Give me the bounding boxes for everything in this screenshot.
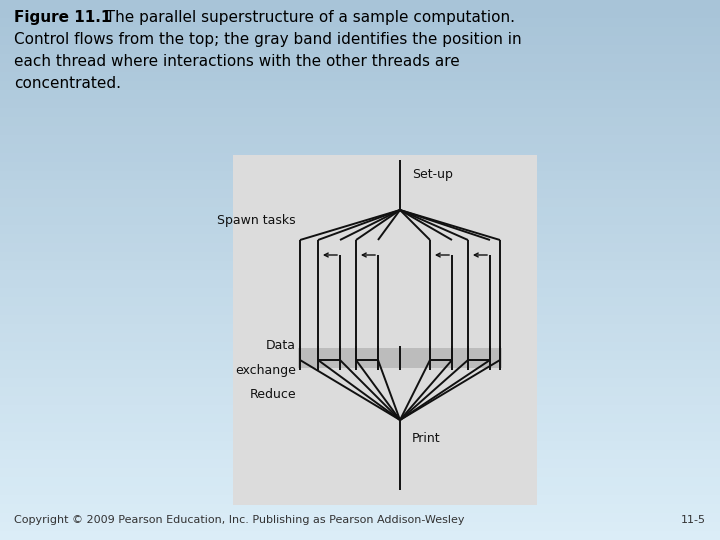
Text: Reduce: Reduce [249,388,296,401]
Bar [0,378,720,387]
Bar [0,432,720,441]
Bar [0,27,720,36]
Bar [0,225,720,234]
Bar [0,522,720,531]
Bar [0,234,720,243]
Bar [0,315,720,324]
Text: Data: Data [266,339,296,352]
Bar [0,468,720,477]
Bar [0,360,720,369]
Bar [0,81,720,90]
Bar [0,216,720,225]
Bar [0,90,720,99]
Bar [0,45,720,54]
Text: Figure 11.1: Figure 11.1 [14,10,112,25]
Bar [0,72,720,81]
Bar [0,441,720,450]
Bar [0,333,720,342]
Bar [0,0,720,9]
Bar [0,414,720,423]
Bar [0,288,720,297]
Bar [0,162,720,171]
Bar [0,270,720,279]
Bar [0,351,720,360]
Text: exchange: exchange [235,364,296,377]
Bar [0,450,720,459]
Bar [0,396,720,405]
Bar [0,9,720,18]
Text: each thread where interactions with the other threads are: each thread where interactions with the … [14,54,460,69]
Text: concentrated.: concentrated. [14,76,121,91]
Bar [0,477,720,486]
Bar [0,297,720,306]
Bar [0,198,720,207]
Bar [0,423,720,432]
Bar [0,342,720,351]
Bar [0,531,720,540]
Bar [0,126,720,135]
Bar [0,153,720,162]
Bar [0,189,720,198]
Bar [0,252,720,261]
Bar [298,348,502,368]
Bar [0,108,720,117]
Text: The parallel superstructure of a sample computation.: The parallel superstructure of a sample … [96,10,515,25]
Bar [0,324,720,333]
Bar [0,405,720,414]
Bar [0,513,720,522]
Bar [0,135,720,144]
Bar [0,459,720,468]
Bar [0,207,720,216]
Bar [0,279,720,288]
Bar [0,63,720,72]
Bar [0,486,720,495]
Bar [0,495,720,504]
Bar [0,99,720,108]
Text: Set-up: Set-up [412,168,453,181]
Text: Print: Print [412,432,441,445]
Bar [0,504,720,513]
Bar [0,387,720,396]
Bar [0,180,720,189]
Text: Control flows from the top; the gray band identifies the position in: Control flows from the top; the gray ban… [14,32,521,47]
Text: 11-5: 11-5 [681,515,706,525]
Bar [0,261,720,270]
Text: Copyright © 2009 Pearson Education, Inc. Publishing as Pearson Addison-Wesley: Copyright © 2009 Pearson Education, Inc.… [14,515,464,525]
Bar [0,144,720,153]
Bar [233,155,537,505]
Bar [0,54,720,63]
Bar [0,243,720,252]
Bar [0,171,720,180]
Bar [0,369,720,378]
Bar [0,36,720,45]
Bar [0,18,720,27]
Bar [0,117,720,126]
Bar [0,306,720,315]
Text: Spawn tasks: Spawn tasks [217,214,296,227]
